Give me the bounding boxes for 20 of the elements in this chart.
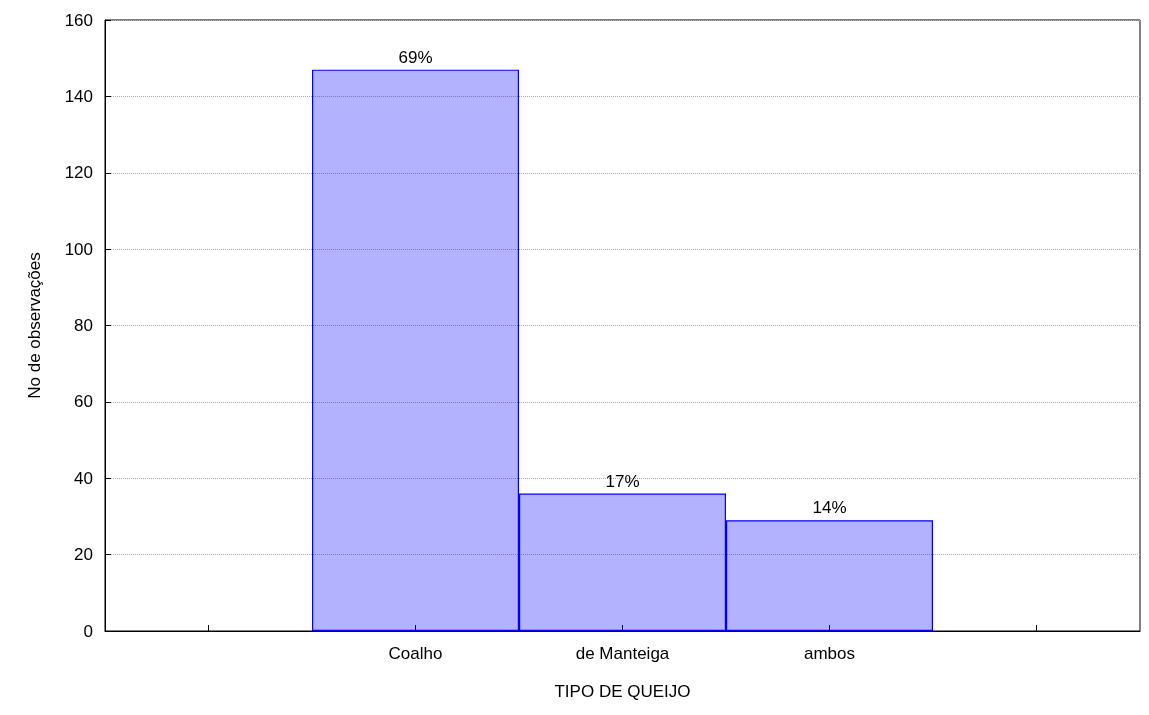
x-axis-title: TIPO DE QUEIJO [554, 682, 691, 701]
y-tick-label: 100 [64, 239, 93, 259]
y-tick-label: 120 [64, 163, 93, 183]
bar [519, 493, 726, 631]
y-tick-label: 0 [83, 621, 93, 641]
y-tick-label: 140 [64, 86, 93, 106]
y-tick-label: 20 [74, 545, 93, 565]
x-tick-label: ambos [803, 644, 856, 663]
y-tick-label: 160 [64, 10, 93, 30]
y-tick-label: 80 [74, 316, 93, 335]
y-axis-title: No de observações [25, 252, 44, 399]
annotation: 17% [605, 471, 640, 491]
x-tick-label: Coalho [388, 644, 443, 663]
bar [726, 520, 933, 631]
y-tick-label: 40 [74, 468, 93, 488]
bar [312, 69, 519, 631]
annotation: 69% [398, 47, 433, 67]
x-tick-label: de Manteiga [575, 644, 670, 663]
annotation: 14% [812, 498, 847, 518]
y-tick-label: 60 [74, 392, 93, 412]
